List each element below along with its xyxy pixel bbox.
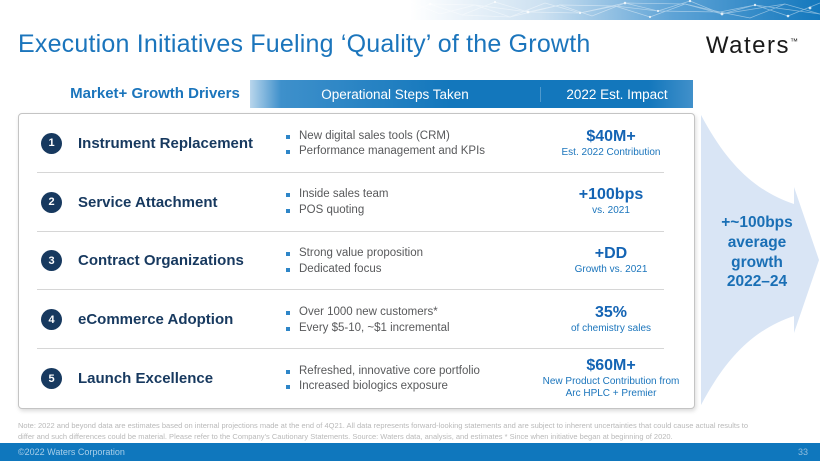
impact-subtext: vs. 2021: [592, 205, 630, 217]
top-banner: [0, 0, 820, 20]
step-item: POS quoting: [286, 204, 536, 216]
table-row-service-attachment: 2 Service Attachment Inside sales team P…: [19, 173, 694, 232]
step-item: Refreshed, innovative core portfolio: [286, 365, 536, 377]
drivers-column-header: Market+ Growth Drivers: [70, 85, 240, 102]
row-number: 2: [48, 196, 55, 209]
step-item: Every $5-10, ~$1 incremental: [286, 322, 536, 334]
impact-value: +100bps: [578, 186, 644, 204]
impact-cell: +DD Growth vs. 2021: [536, 245, 694, 277]
arrow-caption: +~100bps average growth 2022–24: [698, 213, 816, 292]
step-item: New digital sales tools (CRM): [286, 130, 536, 142]
header-bar: Operational Steps Taken 2022 Est. Impact: [250, 80, 693, 108]
steps-column-header: Operational Steps Taken: [321, 86, 469, 102]
row-number-badge: 5: [41, 368, 62, 390]
footer-bar: ©2022 Waters Corporation 33: [0, 443, 820, 461]
driver-label: Launch Excellence: [78, 370, 214, 388]
driver-label: Contract Organizations: [78, 252, 244, 270]
driver-label: Service Attachment: [78, 193, 218, 211]
impact-cell: 35% of chemistry sales: [536, 304, 694, 336]
impact-cell: +100bps vs. 2021: [536, 186, 694, 218]
row-number-badge: 4: [41, 309, 62, 331]
impact-subtext: Growth vs. 2021: [574, 264, 648, 276]
growth-arrow-icon: [701, 115, 819, 405]
step-item: Strong value proposition: [286, 247, 536, 259]
table-row-launch-excellence: 5 Launch Excellence Refreshed, innovativ…: [19, 349, 694, 408]
impact-subtext: New Product Contribution from Arc HPLC +…: [542, 375, 680, 400]
steps-list: New digital sales tools (CRM) Performanc…: [286, 126, 536, 161]
step-item: Dedicated focus: [286, 263, 536, 275]
copyright: ©2022 Waters Corporation: [18, 447, 125, 457]
impact-subtext: Est. 2022 Contribution: [561, 146, 661, 158]
steps-list: Refreshed, innovative core portfolio Inc…: [286, 361, 536, 396]
row-number-badge: 1: [41, 132, 62, 154]
impact-column-header: 2022 Est. Impact: [540, 86, 693, 102]
page-title: Execution Initiatives Fueling ‘Quality’ …: [18, 30, 591, 58]
step-item: Over 1000 new customers*: [286, 306, 536, 318]
arrow-caption-line: +~100bps: [721, 214, 793, 231]
footnote-line: Note: 2022 and beyond data are estimates…: [18, 421, 749, 430]
footnote-line: differ and such differences could be mat…: [18, 432, 673, 442]
arrow-caption-line: 2022–24: [726, 273, 788, 291]
trademark-symbol: ™: [790, 37, 798, 46]
driver-label: Instrument Replacement: [78, 134, 254, 152]
steps-list: Inside sales team POS quoting: [286, 185, 536, 220]
row-number: 4: [48, 313, 55, 326]
step-item: Increased biologics exposure: [286, 380, 536, 392]
impact-value: 35%: [594, 304, 628, 322]
page-number: 33: [797, 447, 808, 457]
arrow-caption-line: average: [727, 233, 787, 251]
initiatives-table: 1 Instrument Replacement New digital sal…: [18, 113, 695, 409]
impact-value: $40M+: [586, 127, 636, 145]
impact-value: +DD: [594, 245, 628, 263]
steps-list: Strong value proposition Dedicated focus: [286, 244, 536, 279]
arrow-caption-line: growth: [731, 253, 783, 271]
row-number: 3: [48, 254, 55, 267]
step-item: Performance management and KPIs: [286, 145, 536, 157]
waters-logo: Waters™: [706, 32, 798, 60]
impact-value: $60M+: [586, 356, 636, 374]
table-row-contract-organizations: 3 Contract Organizations Strong value pr…: [19, 232, 694, 291]
step-item: Inside sales team: [286, 188, 536, 200]
network-pattern-icon: [400, 0, 820, 19]
row-number: 5: [48, 372, 55, 385]
row-number-badge: 3: [41, 250, 62, 272]
waters-logo-text: Waters: [705, 32, 790, 59]
driver-label: eCommerce Adoption: [78, 311, 234, 329]
footnote: Note: 2022 and beyond data are estimates…: [18, 420, 813, 443]
table-row-instrument-replacement: 1 Instrument Replacement New digital sal…: [19, 114, 694, 173]
steps-list: Over 1000 new customers* Every $5-10, ~$…: [286, 303, 536, 338]
table-row-ecommerce-adoption: 4 eCommerce Adoption Over 1000 new custo…: [19, 290, 694, 349]
impact-subtext: of chemistry sales: [570, 323, 652, 335]
row-number: 1: [48, 137, 55, 150]
impact-cell: $40M+ Est. 2022 Contribution: [536, 128, 694, 160]
impact-cell: $60M+ New Product Contribution from Arc …: [536, 357, 694, 401]
row-number-badge: 2: [41, 191, 62, 213]
